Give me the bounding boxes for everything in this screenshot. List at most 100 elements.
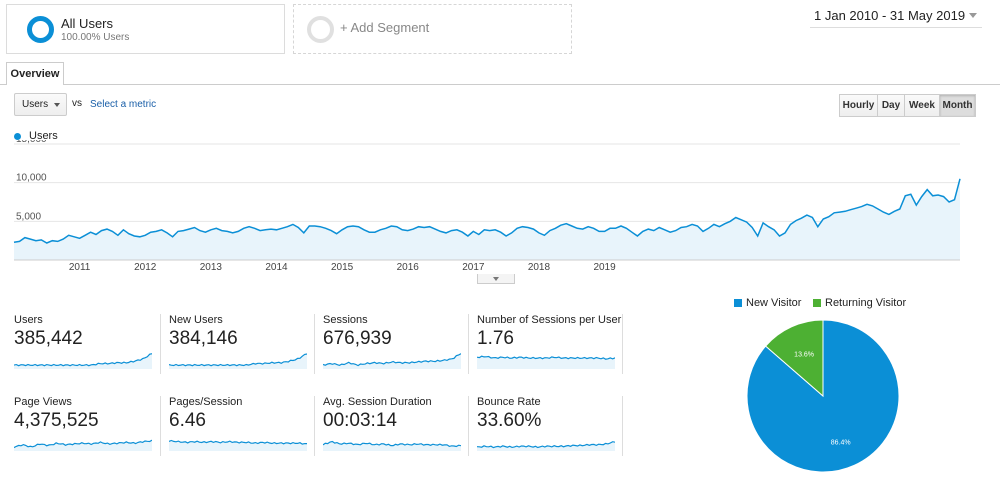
sparkline: [169, 353, 307, 369]
x-tick-label: 2019: [593, 262, 616, 273]
chart-expand-handle[interactable]: [477, 274, 515, 284]
metric-dropdown[interactable]: Users: [14, 93, 67, 116]
metric-tile-label: Page Views: [14, 396, 72, 408]
date-range-picker[interactable]: 1 Jan 2010 - 31 May 2019: [814, 8, 966, 23]
sparkline-area: [477, 441, 615, 451]
add-segment-label: + Add Segment: [340, 20, 430, 35]
legend-returning-visitor-swatch: [813, 299, 821, 307]
metric-tile-users[interactable]: Users 385,442: [14, 314, 159, 374]
segment-subtitle: 100.00% Users: [61, 32, 130, 43]
metric-dropdown-label: Users: [22, 99, 49, 110]
sparkline-area: [323, 441, 461, 451]
tile-divider: [622, 314, 623, 374]
metric-tile-pages-session[interactable]: Pages/Session 6.46: [169, 396, 314, 456]
metric-tile-bounce-rate[interactable]: Bounce Rate 33.60%: [477, 396, 622, 456]
users-line-chart[interactable]: 5,000 10,000 15,000 2011 2012 2013 2014 2015 201…: [0, 140, 1000, 274]
x-tick-label: 2013: [200, 262, 223, 273]
segment-ring-icon: [27, 16, 54, 43]
sparkline: [323, 440, 461, 451]
sparkline-line: [477, 441, 615, 449]
tab-overview[interactable]: Overview: [6, 62, 64, 85]
sparkline: [169, 439, 307, 451]
vs-label: vs: [72, 98, 82, 109]
x-tick-label: 2014: [265, 262, 288, 273]
sparkline-line: [14, 353, 152, 367]
sparkline: [14, 439, 152, 451]
pie-label-new-visitor: 86.4%: [831, 440, 851, 447]
sparkline-line: [169, 353, 307, 367]
tile-divider: [622, 396, 623, 456]
select-metric-link[interactable]: Select a metric: [90, 99, 157, 110]
x-tick-label: 2017: [462, 262, 485, 273]
x-tick-label: 2011: [69, 262, 91, 273]
tile-divider: [314, 396, 315, 456]
empty-segment-ring-icon: [307, 16, 334, 43]
metric-tile-label: Number of Sessions per User: [477, 314, 622, 326]
metric-tile-page-views[interactable]: Page Views 4,375,525: [14, 396, 159, 456]
metric-tile-value: 384,146: [169, 328, 238, 349]
metric-tile-label: Pages/Session: [169, 396, 243, 408]
legend-new-visitor-label: New Visitor: [746, 297, 802, 309]
legend-returning-visitor-label: Returning Visitor: [825, 297, 907, 309]
metric-tile-value: 6.46: [169, 410, 206, 431]
tile-divider: [468, 396, 469, 456]
metric-tile-label: Bounce Rate: [477, 396, 541, 408]
granularity-hourly-button[interactable]: Hourly: [839, 94, 878, 117]
chevron-down-icon: [493, 277, 499, 281]
metric-tile-value: 33.60%: [477, 410, 542, 431]
y-tick-label: 10,000: [16, 173, 47, 184]
x-tick-label: 2016: [397, 262, 420, 273]
metric-tile-new-users[interactable]: New Users 384,146: [169, 314, 314, 374]
metric-tile-value: 385,442: [14, 328, 83, 349]
metric-tile-value: 1.76: [477, 328, 514, 349]
sparkline: [477, 355, 615, 369]
tab-divider: [0, 84, 1000, 85]
pie-label-returning-visitor: 13.6%: [794, 351, 814, 358]
sparkline: [14, 353, 152, 369]
sparkline-area: [169, 354, 307, 369]
metric-tile-number-of-sessions-per-user[interactable]: Number of Sessions per User 1.76: [477, 314, 622, 374]
granularity-month-button[interactable]: Month: [939, 94, 976, 117]
metric-tile-value: 4,375,525: [14, 410, 99, 431]
x-tick-label: 2012: [134, 262, 157, 273]
y-tick-label: 5,000: [16, 211, 41, 222]
sparkline-line: [169, 439, 307, 445]
y-tick-label: 15,000: [16, 140, 47, 145]
sparkline-line: [14, 439, 152, 449]
users-area-fill: [14, 178, 960, 260]
chevron-down-icon: [54, 103, 60, 107]
tile-divider: [160, 396, 161, 456]
metric-tile-label: Users: [14, 314, 43, 326]
metric-tile-label: Sessions: [323, 314, 368, 326]
visitor-pie-chart[interactable]: 86.4% 13.6%: [740, 312, 910, 479]
metric-tile-label: Avg. Session Duration: [323, 396, 432, 408]
sparkline: [477, 441, 615, 451]
x-tick-label: 2015: [331, 262, 354, 273]
legend-users-swatch: [14, 133, 21, 140]
pie-slice-returning-visitor[interactable]: [764, 319, 824, 398]
chevron-down-icon[interactable]: [969, 13, 977, 18]
segment-all-users[interactable]: All Users 100.00% Users: [6, 4, 285, 54]
sparkline-line: [323, 353, 461, 367]
metric-tile-value: 00:03:14: [323, 410, 397, 431]
granularity-week-button[interactable]: Week: [904, 94, 940, 117]
add-segment-button[interactable]: + Add Segment: [293, 4, 572, 54]
metric-tile-label: New Users: [169, 314, 223, 326]
granularity-day-button[interactable]: Day: [877, 94, 905, 117]
sparkline-line: [477, 355, 615, 360]
tile-divider: [468, 314, 469, 374]
sparkline-area: [323, 353, 461, 369]
date-range-underline: [810, 27, 982, 28]
metric-tile-avg-session-duration[interactable]: Avg. Session Duration 00:03:14: [323, 396, 468, 456]
x-tick-label: 2018: [528, 262, 551, 273]
metric-tile-value: 676,939: [323, 328, 392, 349]
metric-tile-sessions[interactable]: Sessions 676,939: [323, 314, 468, 374]
tile-divider: [160, 314, 161, 374]
users-series-line: [13, 178, 961, 244]
sparkline-area: [14, 440, 152, 451]
tile-divider: [314, 314, 315, 374]
sparkline-area: [477, 356, 615, 369]
segment-title: All Users: [61, 16, 114, 31]
legend-new-visitor-swatch: [734, 299, 742, 307]
sparkline: [323, 353, 461, 369]
